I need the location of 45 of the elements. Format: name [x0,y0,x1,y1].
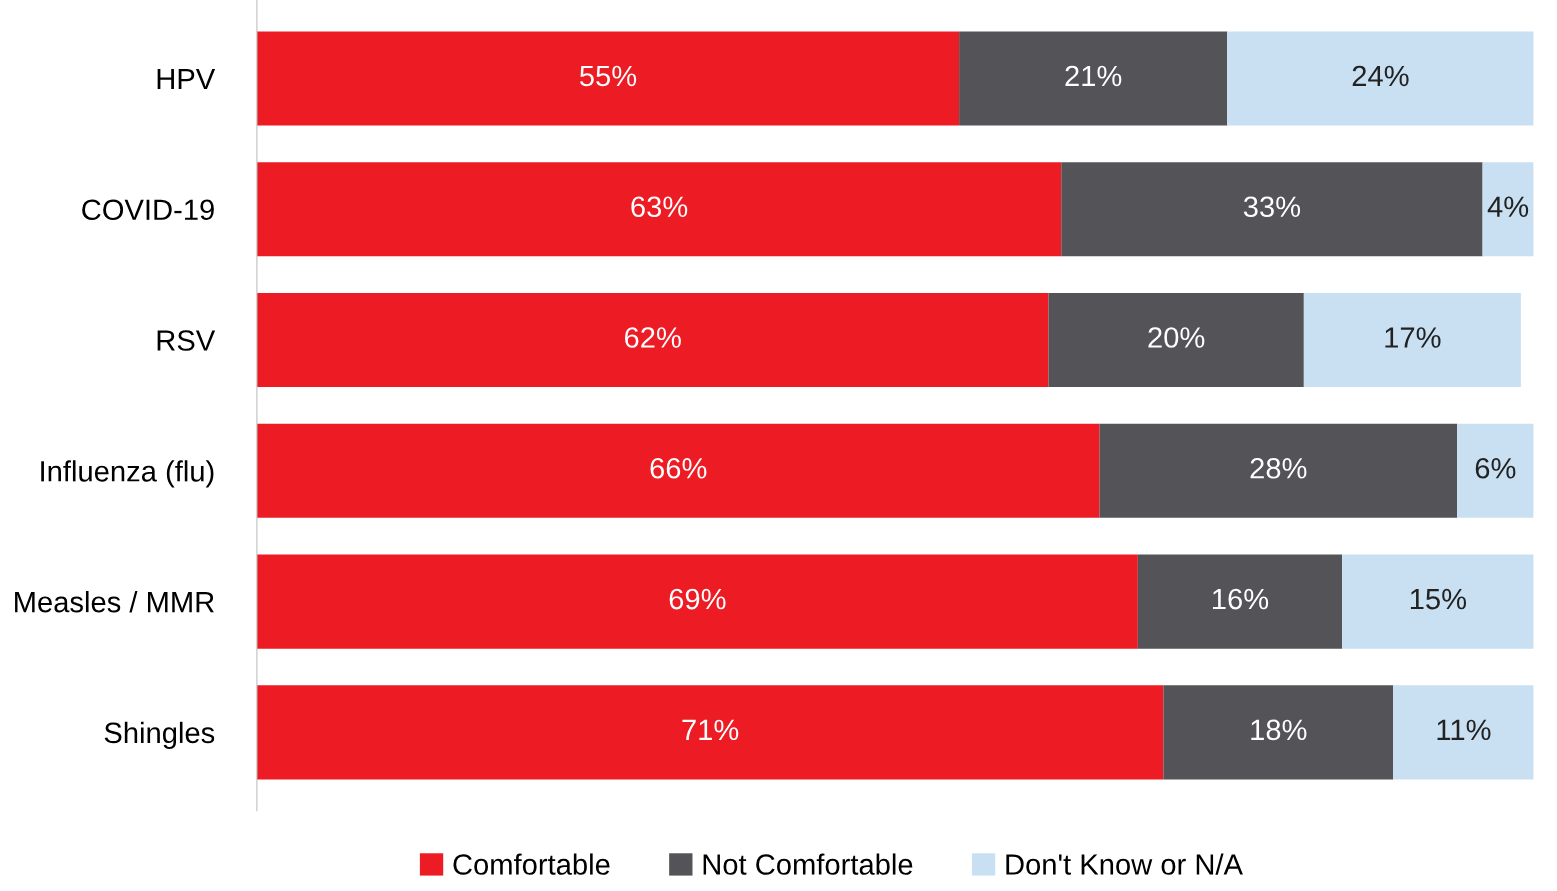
bar [256,292,1049,388]
bar [1342,554,1534,649]
bar [256,554,1138,649]
data-label: 17% [1385,327,1441,348]
bar [1048,292,1304,388]
bar [1137,554,1343,649]
bar [256,685,1164,780]
y-tick-label: Measles / MMR [15,591,214,613]
data-label: 21% [1065,65,1122,87]
bar [1303,292,1521,388]
data-label: 66% [650,457,707,479]
bar [256,162,1062,257]
bar [1482,162,1534,257]
data-label: 18% [1251,719,1307,741]
data-label: 16% [1213,588,1269,610]
bar [1061,162,1483,257]
bar [1099,423,1458,518]
data-label: 15% [1410,588,1467,610]
legend-label: Comfortable [453,853,610,875]
bar [1393,685,1534,780]
bar [1457,423,1534,518]
data-label: 20% [1148,327,1205,348]
y-tick-label: Influenza (flu) [41,460,214,488]
data-label: 63% [631,196,688,218]
data-label: 11% [1437,719,1491,741]
data-label: 62% [624,327,681,348]
data-label: 4% [1487,196,1529,217]
data-label: 71% [682,719,739,741]
data-label: 24% [1352,65,1409,87]
bar [1227,31,1534,126]
data-label: 69% [669,588,726,610]
bar [1163,685,1394,780]
y-tick-label: HPV [157,68,216,90]
bar [256,423,1100,518]
bar [959,31,1228,126]
legend-label: Not Comfortable [703,853,913,875]
data-label: 6% [1475,457,1516,479]
y-tick-label: RSV [157,330,216,351]
data-label: 28% [1250,457,1307,479]
bar [256,31,960,126]
legend-label: Don't Know or N/A [1006,853,1243,875]
data-label: 33% [1243,196,1301,218]
data-label: 55% [579,65,637,87]
y-tick-label: Shingles [104,721,215,749]
y-tick-label: COVID-19 [82,199,214,221]
